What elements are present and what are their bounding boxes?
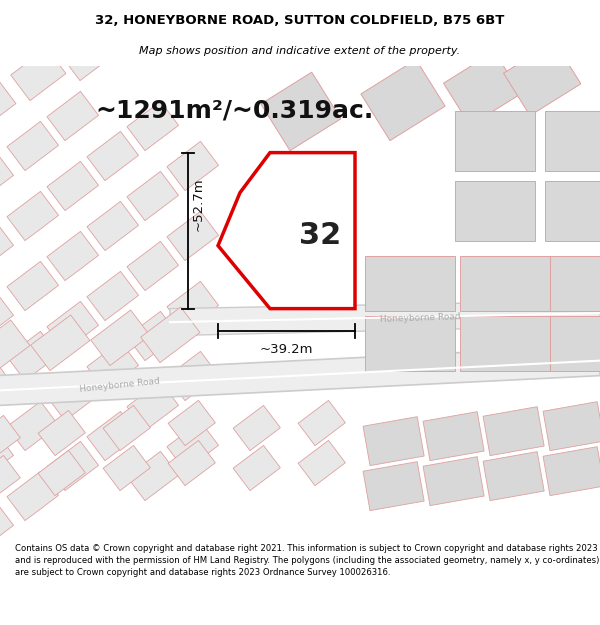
Polygon shape (550, 256, 600, 311)
Polygon shape (167, 211, 218, 261)
Polygon shape (38, 451, 85, 496)
Polygon shape (218, 152, 355, 309)
Polygon shape (38, 411, 85, 456)
Polygon shape (298, 401, 346, 446)
Text: ~52.7m: ~52.7m (191, 177, 205, 231)
Polygon shape (168, 441, 215, 486)
Polygon shape (483, 452, 544, 501)
Polygon shape (167, 351, 218, 401)
Polygon shape (503, 41, 581, 116)
Polygon shape (0, 78, 16, 131)
Polygon shape (31, 315, 90, 371)
Polygon shape (0, 431, 14, 481)
Polygon shape (87, 201, 139, 251)
Polygon shape (167, 141, 218, 191)
Text: Contains OS data © Crown copyright and database right 2021. This information is : Contains OS data © Crown copyright and d… (15, 544, 599, 577)
Polygon shape (167, 421, 218, 471)
Polygon shape (7, 401, 59, 451)
Polygon shape (47, 301, 98, 351)
Polygon shape (127, 381, 179, 431)
Polygon shape (0, 320, 30, 376)
Polygon shape (11, 48, 66, 101)
Text: Honeyborne Road: Honeyborne Road (79, 377, 161, 394)
Polygon shape (0, 456, 20, 501)
Polygon shape (0, 346, 600, 406)
Polygon shape (47, 91, 98, 141)
Polygon shape (0, 501, 14, 551)
Polygon shape (7, 121, 59, 171)
Polygon shape (87, 131, 139, 181)
Polygon shape (550, 316, 600, 371)
Polygon shape (423, 457, 484, 506)
Text: Map shows position and indicative extent of the property.: Map shows position and indicative extent… (139, 46, 461, 56)
Polygon shape (233, 446, 280, 491)
Polygon shape (127, 241, 179, 291)
Polygon shape (365, 256, 455, 311)
Polygon shape (61, 28, 116, 81)
Polygon shape (47, 371, 98, 421)
Polygon shape (103, 406, 151, 451)
Polygon shape (47, 441, 98, 491)
Polygon shape (483, 407, 544, 456)
Polygon shape (141, 307, 200, 362)
Polygon shape (455, 111, 535, 171)
Polygon shape (47, 161, 98, 211)
Polygon shape (443, 51, 521, 126)
Polygon shape (545, 111, 600, 171)
Polygon shape (0, 416, 20, 461)
Polygon shape (365, 316, 455, 371)
Polygon shape (363, 462, 424, 511)
Polygon shape (0, 151, 14, 201)
Polygon shape (127, 311, 179, 361)
Polygon shape (460, 316, 550, 371)
Polygon shape (298, 441, 346, 486)
Polygon shape (0, 361, 14, 411)
Polygon shape (87, 411, 139, 461)
Polygon shape (460, 256, 550, 311)
Text: ~1291m²/~0.319ac.: ~1291m²/~0.319ac. (95, 99, 373, 122)
Polygon shape (543, 447, 600, 496)
Polygon shape (455, 181, 535, 241)
Polygon shape (127, 171, 179, 221)
Polygon shape (91, 310, 150, 366)
Polygon shape (363, 417, 424, 466)
Polygon shape (261, 72, 341, 151)
Polygon shape (47, 231, 98, 281)
Polygon shape (0, 291, 14, 341)
Polygon shape (0, 221, 14, 271)
Polygon shape (543, 402, 600, 451)
Polygon shape (545, 181, 600, 241)
Polygon shape (170, 301, 600, 336)
Text: 32: 32 (299, 221, 341, 250)
Polygon shape (7, 191, 59, 241)
Polygon shape (7, 261, 59, 311)
Polygon shape (103, 446, 151, 491)
Polygon shape (423, 412, 484, 461)
Polygon shape (87, 271, 139, 321)
Text: Honeyborne Road: Honeyborne Road (379, 312, 461, 324)
Polygon shape (361, 59, 445, 141)
Polygon shape (7, 471, 59, 521)
Polygon shape (168, 401, 215, 446)
Polygon shape (127, 451, 179, 501)
Polygon shape (167, 281, 218, 331)
Text: 32, HONEYBORNE ROAD, SUTTON COLDFIELD, B75 6BT: 32, HONEYBORNE ROAD, SUTTON COLDFIELD, B… (95, 14, 505, 28)
Polygon shape (87, 341, 139, 391)
Polygon shape (233, 406, 280, 451)
Polygon shape (127, 101, 179, 151)
Text: ~39.2m: ~39.2m (260, 342, 313, 356)
Polygon shape (7, 331, 59, 381)
